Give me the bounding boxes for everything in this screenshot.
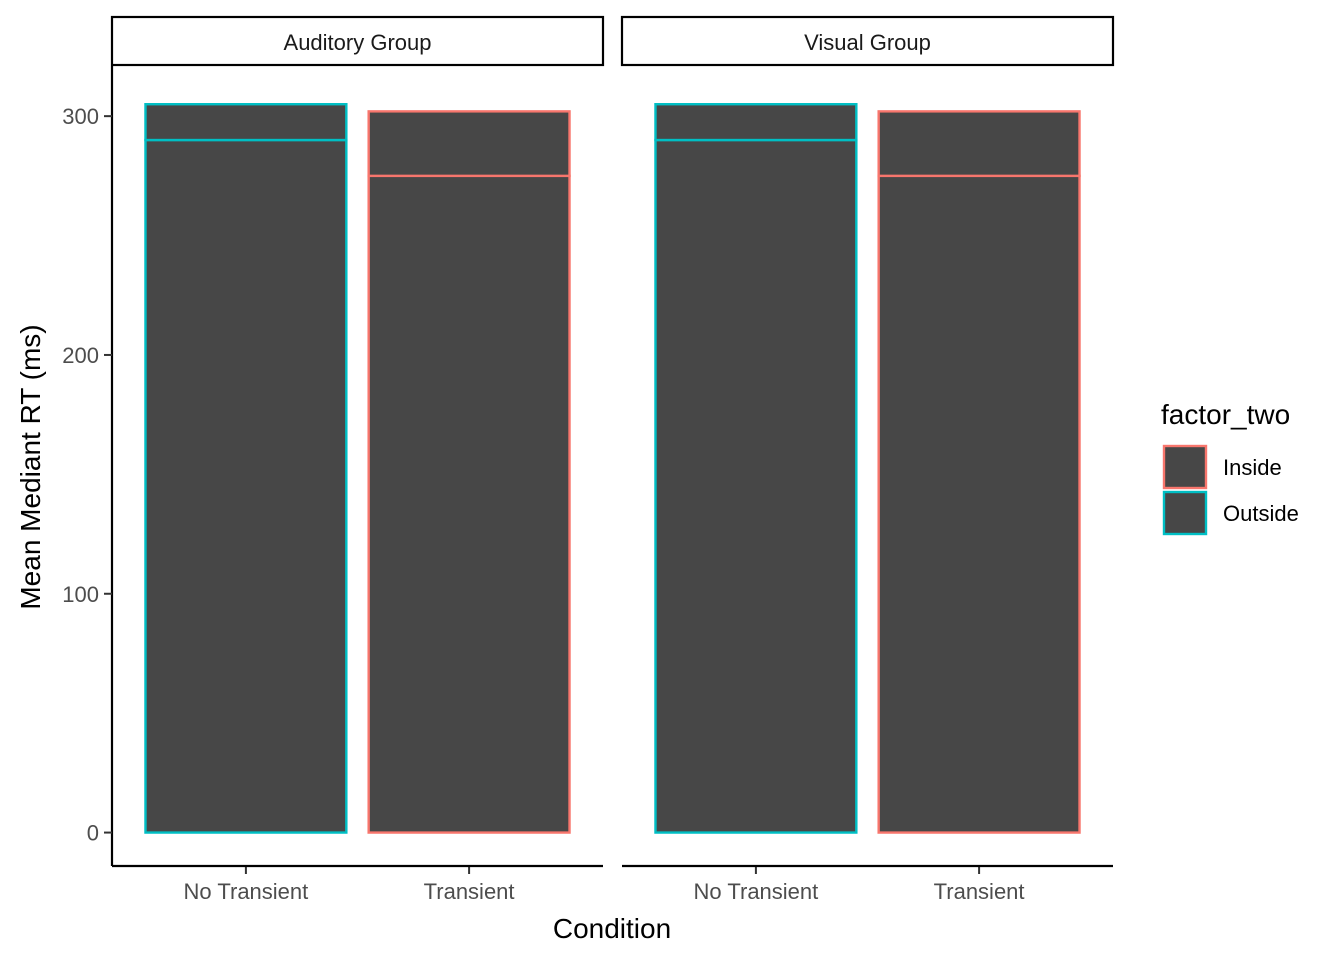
bar-segment (144, 138, 348, 834)
legend-label: Outside (1223, 501, 1299, 526)
facet-strip (110, 15, 605, 67)
facet-panel: Visual Group No Transient Transient (620, 15, 1115, 904)
facet-strip (620, 15, 1115, 67)
bar-segment (654, 138, 858, 834)
facet-label: Visual Group (804, 30, 931, 55)
legend: factor_two Inside Outside (1161, 399, 1299, 536)
y-tick-label: 300 (62, 104, 99, 129)
bar-segment (877, 110, 1081, 178)
x-axis-title: Condition (553, 913, 671, 944)
bar-segment (144, 103, 348, 142)
bar-segment (877, 174, 1081, 834)
x-tick-label: Transient (934, 879, 1025, 904)
y-axis-title: Mean Mediant RT (ms) (15, 324, 46, 609)
y-tick-label: 100 (62, 582, 99, 607)
bar-segment (367, 110, 571, 178)
x-tick-label: Transient (424, 879, 515, 904)
bar-segment (654, 103, 858, 142)
legend-key (1162, 444, 1208, 490)
legend-item: Outside (1162, 490, 1299, 536)
legend-label: Inside (1223, 455, 1282, 480)
facet-label: Auditory Group (284, 30, 432, 55)
y-tick-label: 0 (87, 821, 99, 846)
y-axis: 0 100 200 300 (62, 66, 114, 866)
legend-title: factor_two (1161, 399, 1290, 430)
legend-key (1162, 490, 1208, 536)
facet-panel: Auditory Group No Transient Transient (110, 15, 605, 904)
x-tick-label: No Transient (184, 879, 309, 904)
legend-item: Inside (1162, 444, 1282, 490)
bar-segment (367, 174, 571, 834)
x-tick-label: No Transient (694, 879, 819, 904)
y-tick-label: 200 (62, 343, 99, 368)
